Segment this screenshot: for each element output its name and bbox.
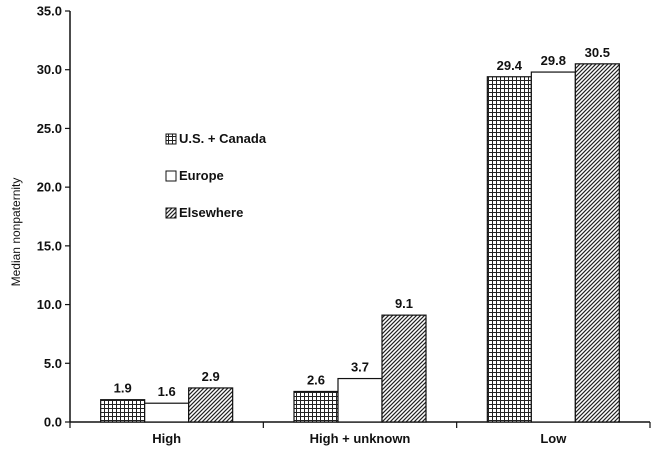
data-label: 2.9: [202, 369, 220, 384]
data-label: 2.6: [307, 372, 325, 387]
y-tick-label: 25.0: [37, 121, 62, 136]
y-tick-label: 35.0: [37, 4, 62, 19]
x-axis: High High + unknown Low: [69, 421, 651, 446]
data-label: 1.6: [158, 384, 176, 399]
data-label: 9.1: [395, 296, 413, 311]
legend-swatch: [165, 170, 177, 182]
y-tick-label: 5.0: [44, 356, 62, 371]
bar: [381, 314, 427, 423]
legend-label: Europe: [179, 168, 224, 183]
y-tick-label: 10.0: [37, 297, 62, 312]
x-tick-label: High + unknown: [310, 431, 411, 446]
legend: U.S. + Canada Europe Elsewhere: [165, 131, 267, 220]
bar: [337, 377, 383, 423]
y-axis: 0.0 5.0 10.0 15.0 20.0 25.0 30.0 35.0: [37, 4, 71, 430]
bars-group: [100, 63, 620, 423]
legend-swatch: [165, 133, 177, 145]
bar: [144, 402, 190, 423]
x-tick-label: Low: [540, 431, 567, 446]
y-tick-label: 20.0: [37, 180, 62, 195]
data-label: 30.5: [585, 45, 610, 60]
bar: [293, 390, 339, 423]
y-axis-title: Median nonpaternity: [9, 178, 23, 287]
y-tick-label: 30.0: [37, 62, 62, 77]
data-label: 1.9: [114, 381, 132, 396]
bar: [574, 63, 620, 423]
legend-swatch: [165, 207, 177, 219]
data-labels-group: 1.9 1.6 2.9 2.6 3.7 9.1 29.4 29.8 30.5: [114, 45, 610, 399]
data-label: 3.7: [351, 360, 369, 375]
bar: [100, 399, 146, 423]
x-tick-label: High: [152, 431, 181, 446]
legend-label: Elsewhere: [179, 205, 243, 220]
data-label: 29.4: [497, 58, 523, 73]
y-tick-label: 15.0: [37, 238, 62, 253]
bar: [530, 71, 576, 423]
legend-label: U.S. + Canada: [179, 131, 267, 146]
bar: [188, 387, 234, 423]
bar: [486, 76, 532, 423]
data-label: 29.8: [541, 53, 566, 68]
y-tick-label: 0.0: [44, 415, 62, 430]
